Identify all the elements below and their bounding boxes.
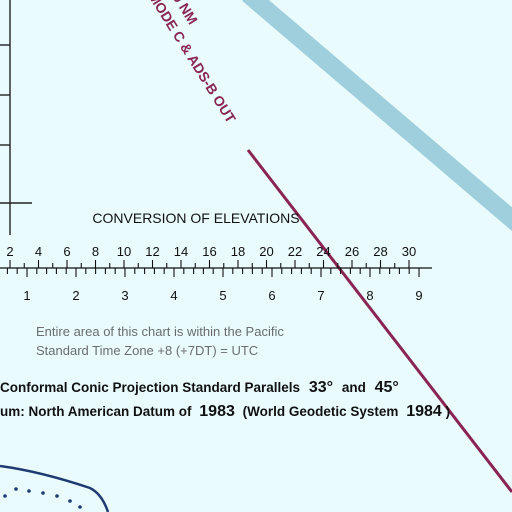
feet-tick-label: 6: [63, 244, 70, 259]
meter-tick-label: 3: [121, 288, 128, 303]
route-line: [246, 149, 512, 493]
parallels-and: and: [342, 380, 366, 395]
shoreline: [0, 464, 110, 512]
feet-tick-label: 22: [288, 244, 302, 259]
feet-tick-labels: 2 4 6 8 10 12 14 16 18 20 22 24 26 28 30: [6, 244, 416, 259]
feet-tick-label: 26: [345, 244, 359, 259]
feet-tick-label: 2: [6, 244, 13, 259]
feet-tick-label: 20: [259, 244, 273, 259]
meter-tick-label: 7: [317, 288, 324, 303]
shoreline-dots: [3, 487, 82, 509]
projection-line-1: Conformal Conic Projection Standard Para…: [0, 379, 399, 396]
time-zone-line-1: Entire area of this chart is within the …: [36, 324, 284, 339]
feet-tick-label: 4: [35, 244, 42, 259]
feet-tick-label: 28: [373, 244, 387, 259]
feet-tick-label: 16: [202, 244, 216, 259]
datum-year: 1983: [199, 403, 235, 420]
feet-tick-label: 10: [117, 244, 131, 259]
datum-prefix: um: North American Datum of: [0, 404, 192, 419]
feet-tick-label: 8: [92, 244, 99, 259]
feet-tick-label: 30: [402, 244, 416, 259]
feet-tick-label: 14: [174, 244, 188, 259]
feet-tick-label: 18: [231, 244, 245, 259]
meter-tick-label: 5: [219, 288, 226, 303]
projection-line-2: um: North American Datum of 1983 (World …: [0, 403, 450, 420]
feet-tick-label: 24: [316, 244, 330, 259]
meter-tick-label: 8: [366, 288, 373, 303]
wgs-text: (World Geodetic System: [243, 404, 399, 419]
conversion-title: CONVERSION OF ELEVATIONS: [92, 210, 299, 226]
meter-tick-label: 6: [268, 288, 275, 303]
blue-band: [242, 0, 512, 232]
wgs-year: 1984: [406, 403, 442, 420]
meter-tick-label: 4: [170, 288, 177, 303]
parallel-2: 45°: [375, 379, 399, 396]
meter-tick-label: 2: [72, 288, 79, 303]
feet-tick-label: 12: [145, 244, 159, 259]
projection-prefix: Conformal Conic Projection Standard Para…: [0, 380, 300, 395]
meter-tick-label: 1: [23, 288, 30, 303]
wgs-close: ): [446, 404, 451, 419]
meter-tick-labels: 1 2 3 4 5 6 7 8 9: [23, 288, 422, 303]
time-zone-line-2: Standard Time Zone +8 (+7DT) = UTC: [36, 343, 258, 358]
meter-minor-ticks: [6, 268, 420, 277]
left-edge-ticks: [0, 0, 32, 235]
meter-tick-label: 9: [415, 288, 422, 303]
parallel-1: 33°: [309, 379, 333, 396]
feet-minor-ticks: [9, 260, 410, 268]
